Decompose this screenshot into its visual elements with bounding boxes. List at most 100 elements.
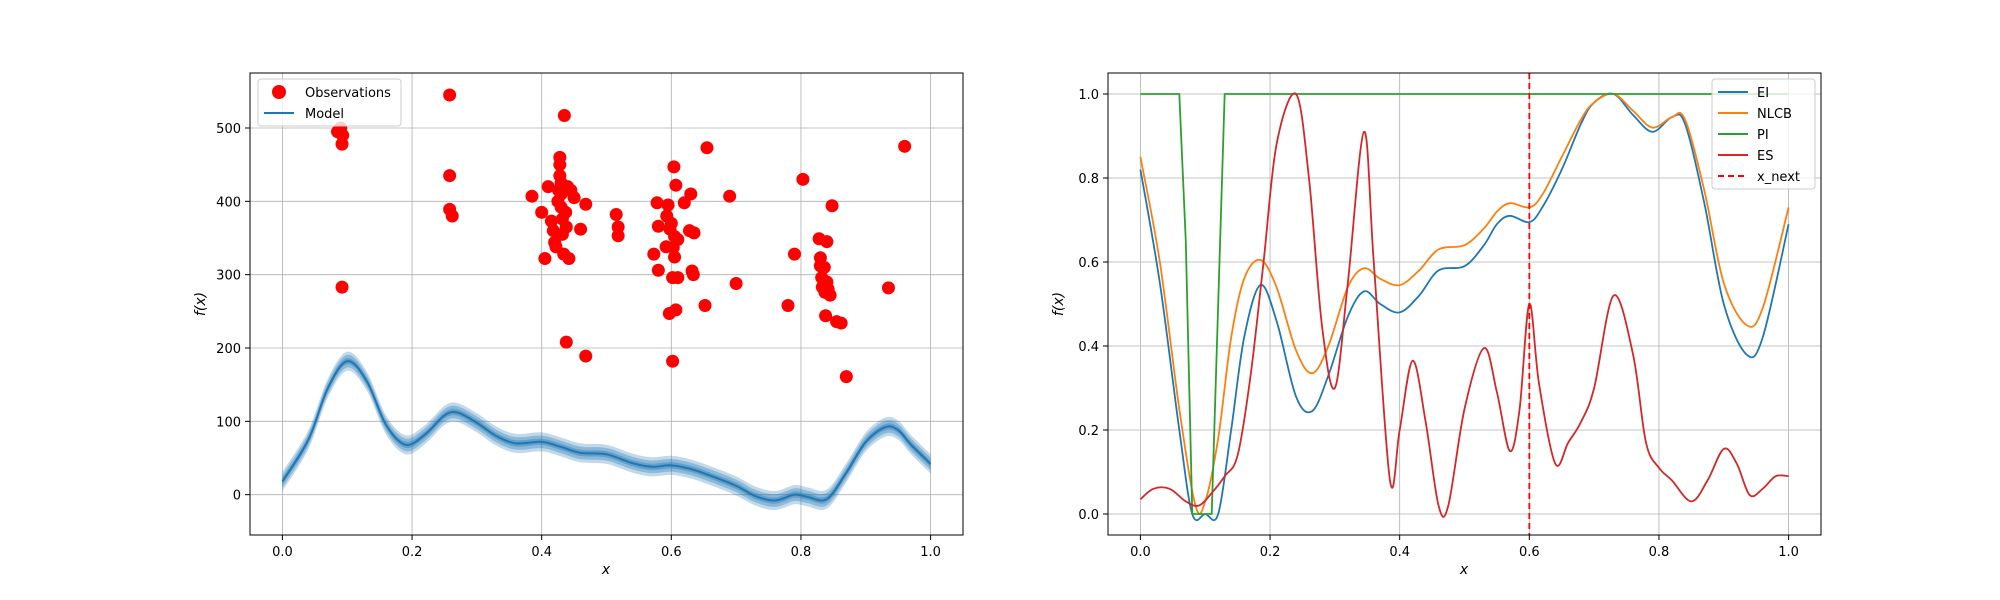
left-y-tick-label: 0 xyxy=(233,489,241,504)
legend-observations-marker xyxy=(272,85,286,99)
left-data xyxy=(281,88,932,511)
observation-point xyxy=(567,191,581,205)
observation-point xyxy=(698,298,712,312)
right-legend-box xyxy=(1711,78,1816,190)
left-legend: Observations Model xyxy=(257,78,402,127)
observation-point xyxy=(796,172,810,186)
left-ticks: 0.0 0.2 0.4 0.6 0.8 1.0 0 100 200 300 400 500 xyxy=(216,122,941,560)
observation-point xyxy=(559,335,573,349)
observation-point xyxy=(335,280,349,294)
right-y-axis-label: f(x) xyxy=(1051,292,1067,316)
observation-point xyxy=(557,109,571,123)
legend-nlcb-label: NLCB xyxy=(1757,107,1792,122)
observation-point xyxy=(817,260,831,274)
observation-point xyxy=(525,189,539,203)
observation-point xyxy=(686,268,700,282)
observation-point xyxy=(667,160,681,174)
observation-point xyxy=(443,169,457,183)
right-x-tick-label: 0.8 xyxy=(1649,545,1670,560)
series-line-es xyxy=(1139,92,1789,518)
left-y-tick-label: 100 xyxy=(216,415,241,430)
observation-point xyxy=(559,205,573,219)
left-x-tick-label: 1.0 xyxy=(920,545,941,560)
observation-point xyxy=(335,137,349,151)
observation-point xyxy=(823,288,837,302)
observation-point xyxy=(443,88,457,102)
observation-point xyxy=(825,199,839,213)
observation-point xyxy=(669,178,683,192)
observation-point xyxy=(669,303,683,317)
right-data xyxy=(1139,73,1790,535)
observation-point xyxy=(538,252,552,266)
observation-point xyxy=(661,198,675,212)
left-axes-frame xyxy=(249,72,964,536)
observation-point xyxy=(651,263,665,277)
observation-point xyxy=(664,216,678,230)
observation-point xyxy=(579,349,593,363)
right-x-tick-label: 0.0 xyxy=(1130,545,1151,560)
observation-point xyxy=(700,141,714,155)
observation-point xyxy=(535,205,549,219)
right-x-tick-label: 0.4 xyxy=(1389,545,1410,560)
left-y-tick-label: 200 xyxy=(216,342,241,357)
observation-point xyxy=(574,222,588,236)
observation-point xyxy=(541,180,555,194)
observation-point xyxy=(579,197,593,211)
right-plot: 0.0 0.2 0.4 0.6 0.8 1.0 0.0 0.2 0.4 0.6 0.8 1.0 x f… xyxy=(1051,72,1822,578)
observation-point xyxy=(787,247,801,261)
observation-point xyxy=(553,158,567,172)
model-confidence-band xyxy=(282,351,931,511)
right-y-tick-label: 0.2 xyxy=(1078,424,1099,439)
observation-point xyxy=(611,229,625,243)
observation-point xyxy=(562,252,576,266)
legend-es-label: ES xyxy=(1757,149,1773,164)
left-y-tick-label: 500 xyxy=(216,122,241,137)
model-mean-line xyxy=(281,360,932,502)
legend-ei-label: EI xyxy=(1757,86,1769,101)
legend-pi-label: PI xyxy=(1757,128,1769,143)
observation-point xyxy=(834,316,848,330)
observation-point xyxy=(647,247,661,261)
series-line-nlcb xyxy=(1139,92,1790,515)
observation-point xyxy=(671,232,685,246)
observation-point xyxy=(820,235,834,249)
observation-point xyxy=(781,298,795,312)
right-y-tick-label: 0.4 xyxy=(1078,340,1099,355)
right-y-tick-label: 1.0 xyxy=(1078,88,1099,103)
left-x-tick-label: 0.0 xyxy=(272,545,293,560)
left-x-tick-label: 0.4 xyxy=(531,545,552,560)
right-x-tick-label: 1.0 xyxy=(1778,545,1799,560)
observation-point xyxy=(881,281,895,295)
observation-point xyxy=(671,271,685,285)
legend-observations-label: Observations xyxy=(305,86,391,101)
left-x-tick-label: 0.6 xyxy=(661,545,682,560)
observation-point xyxy=(898,139,912,153)
left-y-tick-label: 300 xyxy=(216,269,241,284)
right-ticks: 0.0 0.2 0.4 0.6 0.8 1.0 0.0 0.2 0.4 0.6 0.8 1.0 xyxy=(1078,88,1799,560)
right-axes-frame xyxy=(1107,72,1822,536)
legend-x-next-label: x_next xyxy=(1757,170,1800,185)
observation-point xyxy=(819,309,833,323)
legend-model-label: Model xyxy=(305,107,344,122)
left-y-tick-label: 400 xyxy=(216,195,241,210)
observation-point xyxy=(729,276,743,290)
right-y-tick-label: 0.8 xyxy=(1078,172,1099,187)
observation-point xyxy=(650,196,664,210)
left-y-axis-label: f(x) xyxy=(193,292,209,316)
observation-point xyxy=(445,209,459,223)
observation-point xyxy=(723,189,737,203)
observation-point xyxy=(668,250,682,264)
left-legend-box xyxy=(257,78,402,127)
right-x-axis-label: x xyxy=(1459,562,1469,578)
observation-point xyxy=(651,219,665,233)
observation-point xyxy=(687,226,701,240)
left-x-axis-label: x xyxy=(601,562,611,578)
right-y-tick-label: 0.0 xyxy=(1078,508,1099,523)
observation-point xyxy=(609,208,623,222)
observation-point xyxy=(839,370,853,384)
observation-point xyxy=(666,354,680,368)
left-plot: 0.0 0.2 0.4 0.6 0.8 1.0 0 100 200 300 400 500 x f(x… xyxy=(193,72,964,578)
right-legend: EI NLCB PI ES x_next xyxy=(1711,78,1816,190)
left-grid xyxy=(250,73,963,535)
